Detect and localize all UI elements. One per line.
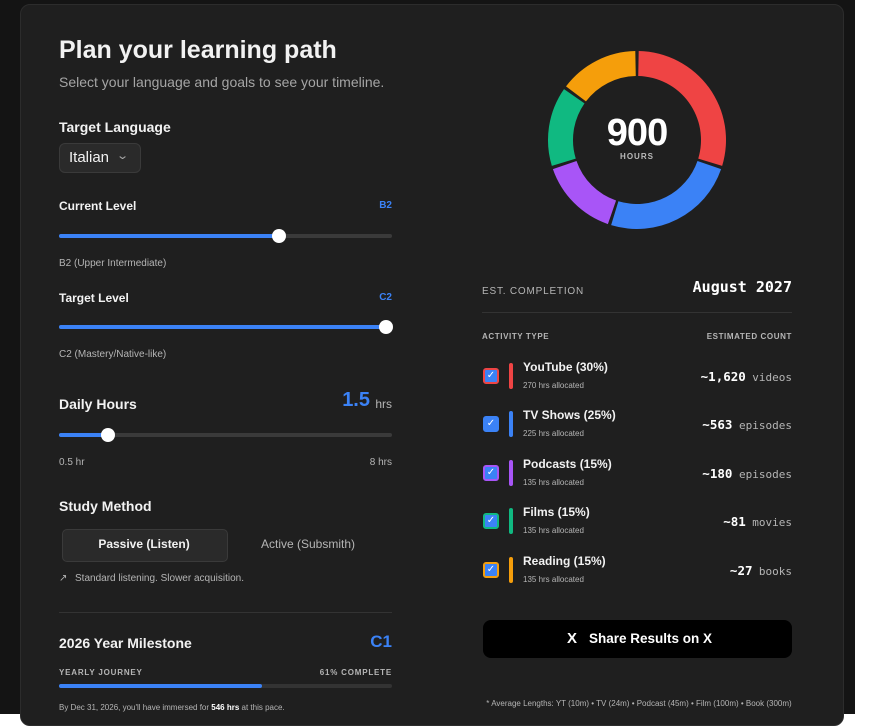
divider <box>482 312 792 313</box>
completion-label: EST. COMPLETION <box>482 286 585 297</box>
note-text: at this pace. <box>239 703 285 712</box>
share-label: Share Results on X <box>589 631 713 646</box>
dropdown-value: Italian <box>69 149 110 166</box>
activity-allocated: 135 hrs allocated <box>523 526 584 536</box>
completion-value: August 2027 <box>692 278 792 296</box>
method-note: Standard listening. Slower acquisition. <box>75 573 244 584</box>
donut-segment <box>638 51 726 166</box>
activity-color-bar <box>509 508 513 535</box>
app: Plan your learning path Select your langu… <box>0 0 855 726</box>
activity-count: ~27 <box>729 562 753 578</box>
current-level-slider-fill <box>59 234 279 238</box>
option-label[interactable]: Active (Subsmith) <box>260 537 356 551</box>
milestone-level: C1 <box>370 632 392 651</box>
hours-unit: hrs <box>375 397 392 411</box>
subtitle: Select your language and goals to see yo… <box>59 74 385 90</box>
level-badge: B2 <box>379 200 392 211</box>
range-min: 0.5 hr <box>59 457 85 468</box>
donut-segment <box>611 160 722 229</box>
total-hours: 900 <box>606 112 668 154</box>
activity-unit: movies <box>752 516 792 530</box>
activity-unit: books <box>758 564 792 578</box>
activity-name: YouTube (30%) <box>523 360 608 374</box>
activity-name: TV Shows (25%) <box>523 408 616 423</box>
milestone-title: 2026 Year Milestone <box>59 635 192 651</box>
total-unit: HOURS <box>620 152 654 161</box>
field-label: Current Level <box>59 199 137 213</box>
field-label: Target Level <box>59 291 129 305</box>
activity-color-bar <box>509 459 513 486</box>
option-label: Passive (Listen) <box>98 537 190 551</box>
journey-label: YEARLY JOURNEY <box>59 668 143 677</box>
donut-segment <box>566 51 636 102</box>
range-max: 8 hrs <box>369 457 392 468</box>
activity-color-bar <box>509 556 513 583</box>
language-dropdown[interactable] <box>59 143 141 173</box>
activity-allocated: 225 hrs allocated <box>523 429 584 439</box>
column-header: ACTIVITY TYPE <box>482 332 550 341</box>
activity-color-bar <box>509 363 513 389</box>
activity-checkbox[interactable]: ✓ <box>483 561 499 578</box>
activity-checkbox[interactable]: ✓ <box>483 416 499 433</box>
level-badge: C2 <box>379 292 392 303</box>
dropdown-chevron: ⌄ <box>116 150 130 162</box>
daily-hours-slider-fill <box>59 433 108 437</box>
daily-hours-slider-thumb[interactable] <box>101 428 115 442</box>
activity-count: ~81 <box>723 514 746 530</box>
activity-checkbox[interactable]: ✓ <box>483 368 499 384</box>
trend-icon: ↗ <box>59 573 68 584</box>
activity-color-bar <box>509 411 513 438</box>
note-text: By Dec 31, 2026, you'll have immersed fo… <box>59 703 212 712</box>
activity-name: Films (15%) <box>523 505 590 520</box>
hours-value: 1.5 <box>342 389 370 411</box>
level-description: C2 (Mastery/Native-like) <box>59 349 167 360</box>
target-level-slider-fill <box>59 325 386 329</box>
activity-name: Podcasts (15%) <box>523 456 612 471</box>
activity-unit: videos <box>752 371 792 384</box>
donut-segment <box>552 160 617 225</box>
daily-hours-slider-track <box>59 433 392 437</box>
note-highlight: 546 hrs <box>211 703 240 712</box>
activity-count: ~180 <box>702 465 733 481</box>
activity-allocated: 135 hrs allocated <box>523 574 584 584</box>
milestone-note: By Dec 31, 2026, you'll have immersed fo… <box>59 703 285 712</box>
share-button[interactable] <box>483 620 792 658</box>
title: Plan your learning path <box>59 36 337 64</box>
activity-unit: episodes <box>739 419 792 433</box>
activity-allocated: 135 hrs allocated <box>523 477 584 487</box>
footer-note: * Average Lengths: YT (10m) • TV (24m) •… <box>486 699 792 708</box>
activity-count: ~563 <box>702 417 733 433</box>
passive-button[interactable] <box>62 529 228 562</box>
activity-unit: episodes <box>739 467 792 481</box>
activity-name: Reading (15%) <box>523 553 606 568</box>
activity-count: ~1,620 <box>700 369 746 384</box>
level-description: B2 (Upper Intermediate) <box>59 258 167 269</box>
progress-bar <box>59 684 263 688</box>
progress-label: 61% COMPLETE <box>319 668 392 677</box>
column-header: ESTIMATED COUNT <box>706 332 792 341</box>
activity-checkbox[interactable]: ✓ <box>483 513 499 530</box>
donut-segment <box>548 89 585 166</box>
activity-allocated: 270 hrs allocated <box>523 381 584 390</box>
target-level-slider-thumb[interactable] <box>379 320 393 334</box>
field-label: Study Method <box>59 498 152 514</box>
field-label: Target Language <box>59 119 171 135</box>
divider <box>59 612 392 613</box>
hours-donut <box>548 51 726 229</box>
activity-checkbox[interactable]: ✓ <box>483 464 499 481</box>
current-level-slider-thumb[interactable] <box>272 229 286 243</box>
field-label: Daily Hours <box>59 396 137 412</box>
share-icon: X <box>567 630 578 647</box>
